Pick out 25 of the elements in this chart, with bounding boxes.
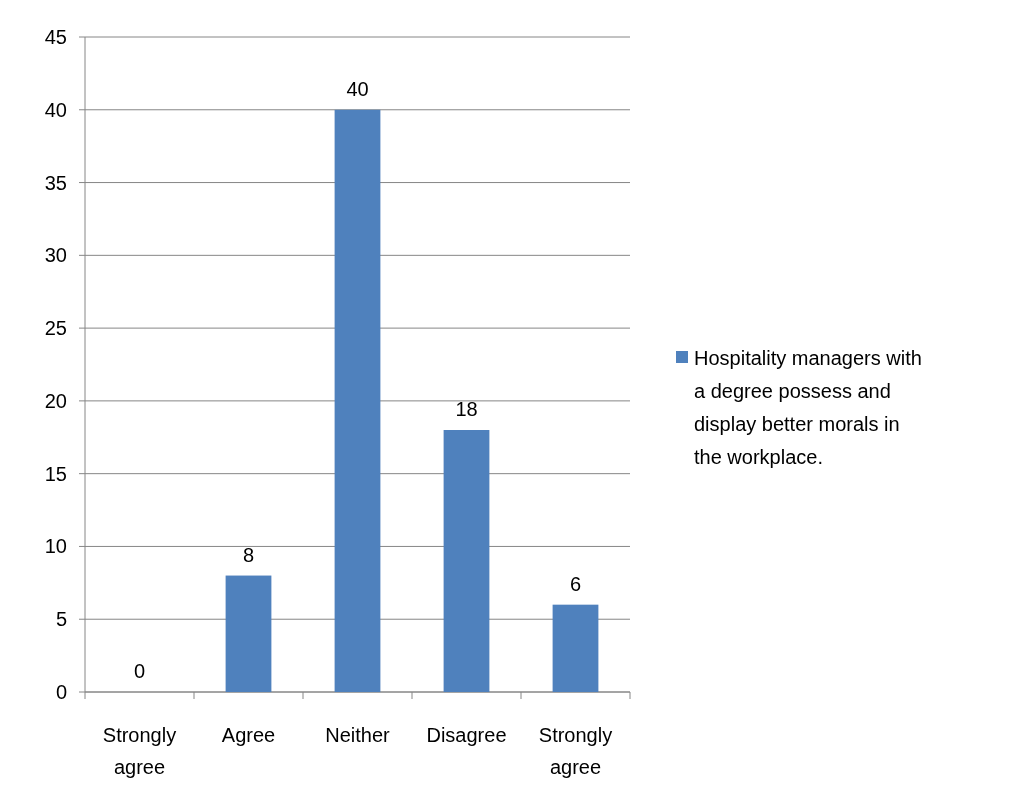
y-tick-label: 45 bbox=[44, 26, 67, 48]
y-tick-label: 5 bbox=[55, 608, 67, 631]
data-label: 6 bbox=[569, 572, 582, 595]
y-tick-label: 0 bbox=[55, 681, 67, 703]
bar bbox=[443, 430, 490, 692]
data-label: 18 bbox=[455, 398, 478, 420]
y-tick-label: 30 bbox=[44, 244, 67, 267]
data-label: 8 bbox=[242, 543, 255, 566]
x-tick-label: Strongly agree bbox=[102, 724, 177, 778]
bar bbox=[334, 109, 381, 692]
y-tick-label: 25 bbox=[44, 317, 67, 340]
x-tick-label: Agree bbox=[221, 724, 276, 746]
y-tick-label: 15 bbox=[44, 462, 67, 485]
y-tick-label: 10 bbox=[44, 535, 67, 558]
x-tick-label: Disagree bbox=[426, 724, 507, 746]
data-label: 0 bbox=[133, 660, 146, 682]
x-tick-label: Strongly agree bbox=[538, 724, 613, 778]
y-tick-label: 20 bbox=[44, 389, 67, 412]
x-tick-label: Neither bbox=[325, 724, 391, 746]
y-tick-label: 35 bbox=[44, 171, 67, 194]
data-label: 40 bbox=[346, 77, 369, 100]
legend-label: Hospitality managers with a degree possess and display better morals in the workplace. bbox=[694, 347, 922, 468]
y-tick-label: 40 bbox=[44, 98, 67, 121]
bar bbox=[552, 604, 599, 692]
bar bbox=[225, 575, 272, 692]
